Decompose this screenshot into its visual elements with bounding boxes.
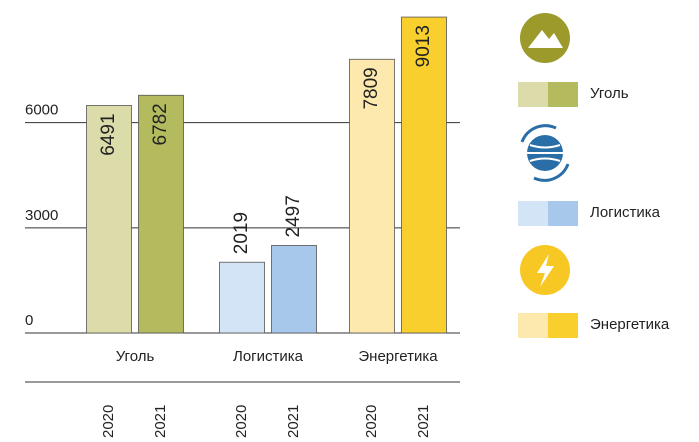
year-label: 2021 <box>415 405 432 438</box>
x-tick-label: Энергетика <box>358 348 438 365</box>
year-label: 2020 <box>100 405 117 438</box>
y-tick-label: 6000 <box>25 102 58 119</box>
value-label: 7809 <box>361 67 382 109</box>
year-label: 2020 <box>233 405 250 438</box>
y-tick-label: 3000 <box>25 207 58 224</box>
legend-swatch <box>518 82 548 107</box>
value-label: 6491 <box>98 113 119 155</box>
value-label: 2497 <box>283 195 304 237</box>
bar <box>401 16 447 334</box>
bar <box>138 94 184 334</box>
year-label: 2020 <box>363 405 380 438</box>
legend-swatch <box>548 201 578 226</box>
value-label: 6782 <box>150 103 171 145</box>
bar <box>349 58 395 334</box>
coal-icon-mountain <box>528 30 563 48</box>
legend-icons <box>520 13 570 295</box>
value-label: 2019 <box>231 212 252 254</box>
legend-swatch <box>518 201 548 226</box>
value-label: 9013 <box>413 25 434 67</box>
legend-label: Логистика <box>590 204 661 221</box>
legend-swatch <box>518 313 548 338</box>
legend-label: Энергетика <box>590 316 670 333</box>
legend-swatch <box>548 82 578 107</box>
x-tick-label: Логистика <box>233 348 304 365</box>
bar <box>271 245 317 334</box>
legend-swatch <box>548 313 578 338</box>
logistics-icon-globe <box>527 144 563 162</box>
legend-label: Уголь <box>590 85 629 102</box>
x-tick-label: Уголь <box>116 348 155 365</box>
year-label: 2021 <box>285 405 302 438</box>
bar <box>86 105 132 334</box>
bar <box>219 261 265 334</box>
year-label: 2021 <box>152 405 169 438</box>
y-tick-label: 0 <box>25 312 33 329</box>
logistics-icon-arrows <box>520 124 570 182</box>
energy-icon-bolt <box>537 254 554 287</box>
